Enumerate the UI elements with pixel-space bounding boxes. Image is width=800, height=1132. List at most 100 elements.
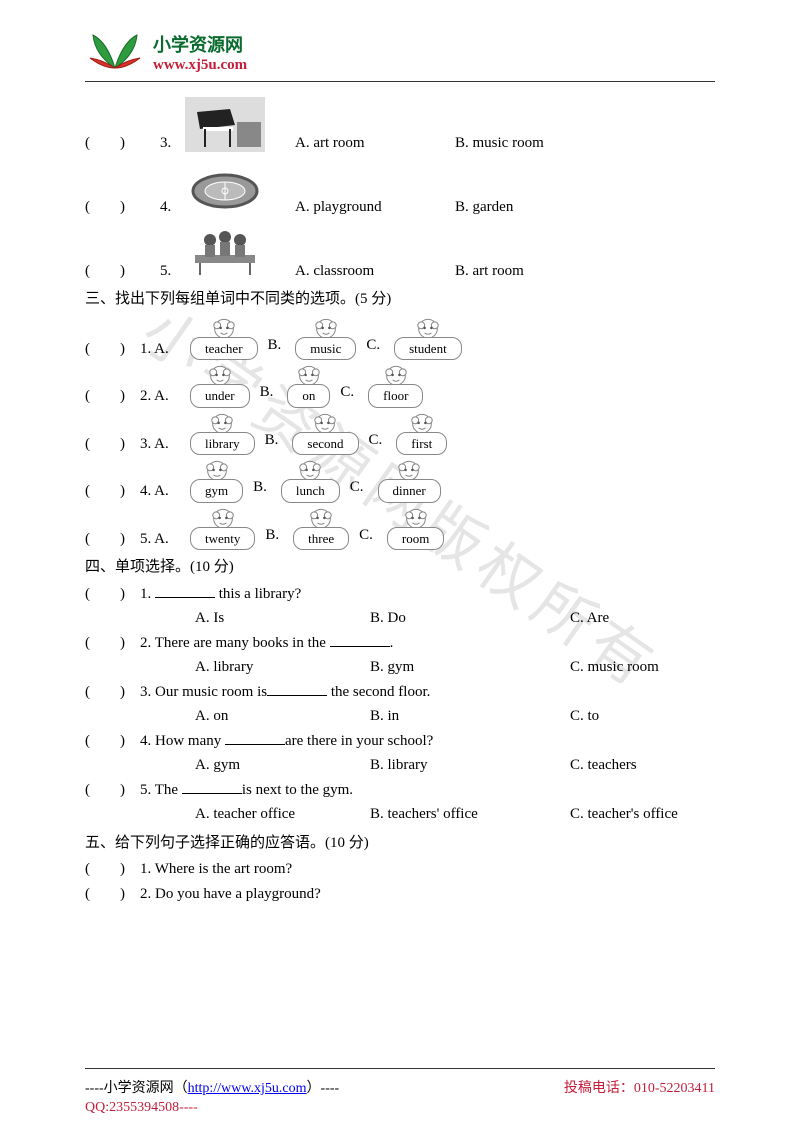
option-b: B. music room (455, 132, 544, 155)
word-question-row: ( ) 1. A.teacherB.musicC.student (85, 315, 715, 361)
picture-question-row: ( ) 4. A. playground B. garden (85, 158, 715, 218)
mc-option-a: A. on (195, 705, 370, 728)
mc-question-row: ( ) 5. The is next to the gym. (85, 779, 715, 802)
mc-options: A. onB. inC. to (195, 705, 715, 728)
mc-option-c: C. to (570, 705, 599, 728)
leaf-logo-icon (85, 30, 145, 75)
option-a: A. classroom (295, 260, 455, 283)
option-label-c: C. (366, 334, 380, 357)
word-option-b: lunch (281, 457, 340, 503)
section-5-title: 五、给下列句子选择正确的应答语。(10 分) (85, 832, 715, 855)
question-number: 3. A. (140, 433, 182, 456)
question-number: 3. (160, 132, 180, 155)
mc-option-c: C. Are (570, 607, 609, 630)
option-label-b: B. (260, 381, 274, 404)
question-number: 5. A. (140, 528, 182, 551)
mc-question-row: ( ) 2. There are many books in the . (85, 632, 715, 655)
word-question-row: ( ) 4. A.gymB.lunchC.dinner (85, 457, 715, 503)
answer-paren[interactable]: ( ) (85, 260, 160, 283)
mc-option-a: A. gym (195, 754, 370, 777)
answer-paren[interactable]: ( ) (85, 528, 140, 551)
question-text: 2. Do you have a playground? (140, 883, 321, 906)
word-option-b: on (287, 362, 330, 408)
question-number: 1. A. (140, 338, 182, 361)
mc-option-a: A. Is (195, 607, 370, 630)
mc-stem: 4. How many are there in your school? (140, 730, 433, 753)
mc-options: A. IsB. DoC. Are (195, 607, 715, 630)
word-option-a: under (190, 362, 250, 408)
mc-question-row: ( ) 3. Our music room is the second floo… (85, 681, 715, 704)
mc-option-c: C. music room (570, 656, 659, 679)
option-label-b: B. (253, 476, 267, 499)
answer-paren[interactable]: ( ) (85, 583, 140, 606)
mc-option-c: C. teachers (570, 754, 637, 777)
mc-stem: 5. The is next to the gym. (140, 779, 353, 802)
question-text: 1. Where is the art room? (140, 858, 292, 881)
word-option-c: student (394, 315, 462, 361)
answer-paren[interactable]: ( ) (85, 632, 140, 655)
picture-question-row: ( ) 3. A. art room B. music room (85, 94, 715, 154)
mc-option-b: B. library (370, 754, 570, 777)
word-option-b: music (295, 315, 356, 361)
site-url: www.xj5u.com (153, 57, 247, 74)
option-label-b: B. (265, 429, 279, 452)
mc-stem: 2. There are many books in the . (140, 632, 393, 655)
answer-paren[interactable]: ( ) (85, 433, 140, 456)
answer-paren[interactable]: ( ) (85, 681, 140, 704)
word-option-b: second (292, 410, 358, 456)
question-number: 4. A. (140, 480, 182, 503)
word-option-c: first (396, 410, 447, 456)
question-number: 2. A. (140, 385, 182, 408)
mc-question-row: ( ) 4. How many are there in your school… (85, 730, 715, 753)
response-question-row: ( ) 2. Do you have a playground? (85, 883, 715, 906)
footer-post: ）---- (307, 1081, 340, 1096)
option-a: A. playground (295, 196, 455, 219)
option-label-c: C. (369, 429, 383, 452)
section-4-title: 四、单项选择。(10 分) (85, 556, 715, 579)
site-title: 小学资源网 (153, 31, 247, 57)
mc-question-row: ( ) 1. this a library? (85, 583, 715, 606)
answer-paren[interactable]: ( ) (85, 779, 140, 802)
mc-stem: 1. this a library? (140, 583, 301, 606)
answer-paren[interactable]: ( ) (85, 385, 140, 408)
mc-options: A. libraryB. gymC. music room (195, 656, 715, 679)
option-label-c: C. (359, 524, 373, 547)
answer-paren[interactable]: ( ) (85, 858, 140, 881)
footer-phone: 投稿电话：010-52203411 (564, 1077, 715, 1097)
response-question-row: ( ) 1. Where is the art room? (85, 858, 715, 881)
mc-option-b: B. gym (370, 656, 570, 679)
option-b: B. garden (455, 196, 513, 219)
word-option-a: gym (190, 457, 243, 503)
word-option-c: floor (368, 362, 423, 408)
piano-icon (180, 94, 270, 154)
answer-paren[interactable]: ( ) (85, 730, 140, 753)
option-label-c: C. (340, 381, 354, 404)
option-label-b: B. (268, 334, 282, 357)
word-option-c: dinner (378, 457, 441, 503)
word-option-a: twenty (190, 505, 255, 551)
picture-question-row: ( ) 5. A. classroom (85, 222, 715, 282)
mc-option-a: A. teacher office (195, 803, 370, 826)
answer-paren[interactable]: ( ) (85, 480, 140, 503)
answer-paren[interactable]: ( ) (85, 883, 140, 906)
answer-paren[interactable]: ( ) (85, 338, 140, 361)
option-b: B. art room (455, 260, 524, 283)
option-label-b: B. (265, 524, 279, 547)
mc-options: A. gymB. libraryC. teachers (195, 754, 715, 777)
question-number: 5. (160, 260, 180, 283)
answer-paren[interactable]: ( ) (85, 196, 160, 219)
option-a: A. art room (295, 132, 455, 155)
word-option-a: library (190, 410, 255, 456)
mc-option-b: B. in (370, 705, 570, 728)
footer-link[interactable]: http://www.xj5u.com (188, 1081, 307, 1096)
mc-option-c: C. teacher's office (570, 803, 678, 826)
mc-option-a: A. library (195, 656, 370, 679)
word-question-row: ( ) 3. A. library B. second C. first (85, 410, 715, 456)
footer-qq: QQ:2355394508---- (85, 1100, 198, 1116)
question-number: 4. (160, 196, 180, 219)
section-3-title: 三、找出下列每组单词中不同类的选项。(5 分) (85, 288, 715, 311)
mc-option-b: B. teachers' office (370, 803, 570, 826)
footer-pre: ----小学资源网（ (85, 1081, 188, 1096)
word-question-row: ( ) 5. A.twentyB.threeC.room (85, 505, 715, 551)
answer-paren[interactable]: ( ) (85, 132, 160, 155)
